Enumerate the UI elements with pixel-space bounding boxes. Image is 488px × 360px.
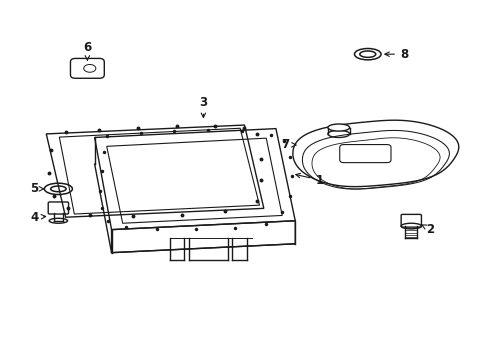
Text: 5: 5 [30, 183, 44, 195]
Text: 4: 4 [30, 211, 45, 224]
Text: 8: 8 [384, 48, 407, 61]
Ellipse shape [327, 124, 349, 131]
Text: 7: 7 [281, 138, 296, 151]
Text: 3: 3 [199, 95, 207, 117]
Text: 1: 1 [295, 174, 323, 186]
Text: 6: 6 [83, 41, 91, 60]
Text: 2: 2 [421, 223, 434, 236]
